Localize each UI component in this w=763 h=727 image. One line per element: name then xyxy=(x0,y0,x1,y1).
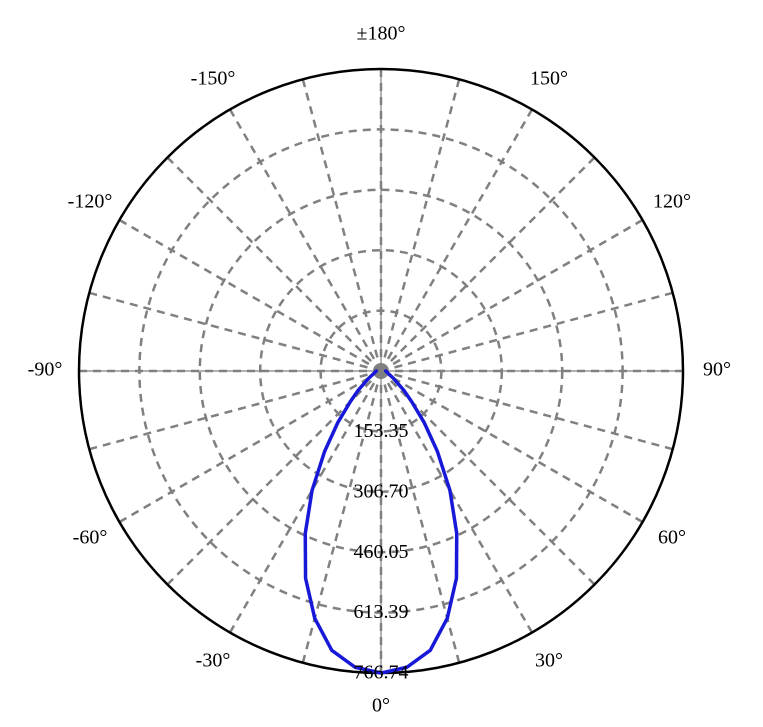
angle-tick-label: -150° xyxy=(191,68,236,90)
radial-tick-label: 613.39 xyxy=(354,601,409,623)
angle-tick-label: ±180° xyxy=(357,23,406,45)
radial-tick-label: 306.70 xyxy=(354,480,409,502)
angle-tick-label: -60° xyxy=(73,527,108,549)
grid xyxy=(79,69,683,673)
angle-tick-label: 150° xyxy=(530,68,568,90)
angle-tick-label: -120° xyxy=(68,191,113,213)
angle-tick-label: 60° xyxy=(658,527,686,549)
radial-tick-label: 460.05 xyxy=(354,541,409,563)
angle-tick-label: 120° xyxy=(653,191,691,213)
angle-tick-label: -90° xyxy=(28,359,63,381)
angle-tick-label: 0° xyxy=(372,695,390,717)
angle-tick-label: -30° xyxy=(196,650,231,672)
polar-chart: 153.35 306.70 460.05 613.39 766.74 0° 30° 60° 90… xyxy=(0,0,763,727)
radial-tick-label: 766.74 xyxy=(354,662,409,684)
radial-tick-label: 153.35 xyxy=(354,420,409,442)
angle-tick-label: 90° xyxy=(703,359,731,381)
angle-tick-label: 30° xyxy=(535,650,563,672)
